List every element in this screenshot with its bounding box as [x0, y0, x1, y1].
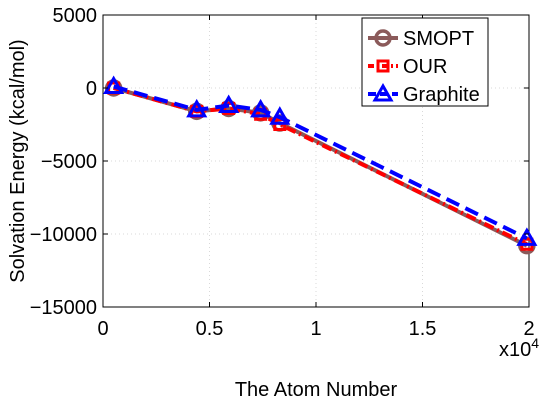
y-tick-label: 0: [86, 78, 97, 100]
legend-marker: [372, 82, 394, 102]
legend-label: SMOPT: [403, 28, 474, 50]
legend-marker: [376, 59, 390, 73]
ticks: 0 0.5 1 1.5 2 5000 0 −5000 −10000 −15000: [30, 5, 535, 340]
series-our: [107, 81, 534, 251]
x-tick-label: 2: [523, 318, 534, 340]
x-multiplier-base: x10: [499, 339, 531, 361]
legend-item: SMOPT: [368, 28, 474, 50]
data-point: [516, 227, 538, 246]
series-line: [113, 86, 528, 248]
legend-label: Graphite: [403, 84, 480, 106]
data-point: [250, 98, 272, 118]
x-multiplier-exponent: 4: [531, 335, 539, 351]
y-axis-label: Solvation Energy (kcal/mol): [7, 39, 29, 282]
x-axis-label: The Atom Number: [235, 379, 398, 401]
series-layer: [103, 75, 538, 255]
series-smopt: [104, 79, 536, 255]
data-point: [269, 106, 291, 125]
y-tick-label: −5000: [41, 151, 97, 173]
series-line: [113, 84, 528, 241]
data-point: [218, 94, 240, 114]
y-tick-label: −10000: [30, 224, 97, 246]
data-point: [103, 75, 125, 95]
x-tick-label: 1.5: [409, 318, 437, 340]
legend-label: OUR: [403, 56, 447, 78]
legend-item: Graphite: [368, 82, 480, 106]
legend: SMOPT OUR Graphite: [361, 17, 489, 107]
data-point: [186, 98, 208, 118]
y-tick-label: −15000: [30, 297, 97, 319]
legend-marker: [374, 29, 392, 47]
x-tick-label: 0: [97, 318, 108, 340]
series-graphite: [103, 75, 538, 246]
legend-items: SMOPT OUR Graphite: [368, 28, 480, 106]
series-line: [113, 86, 528, 247]
x-multiplier: x104: [499, 335, 539, 361]
x-tick-label: 0.5: [196, 318, 224, 340]
legend-item: OUR: [368, 56, 447, 78]
x-tick-label: 1: [310, 318, 321, 340]
y-tick-label: 5000: [53, 5, 98, 27]
